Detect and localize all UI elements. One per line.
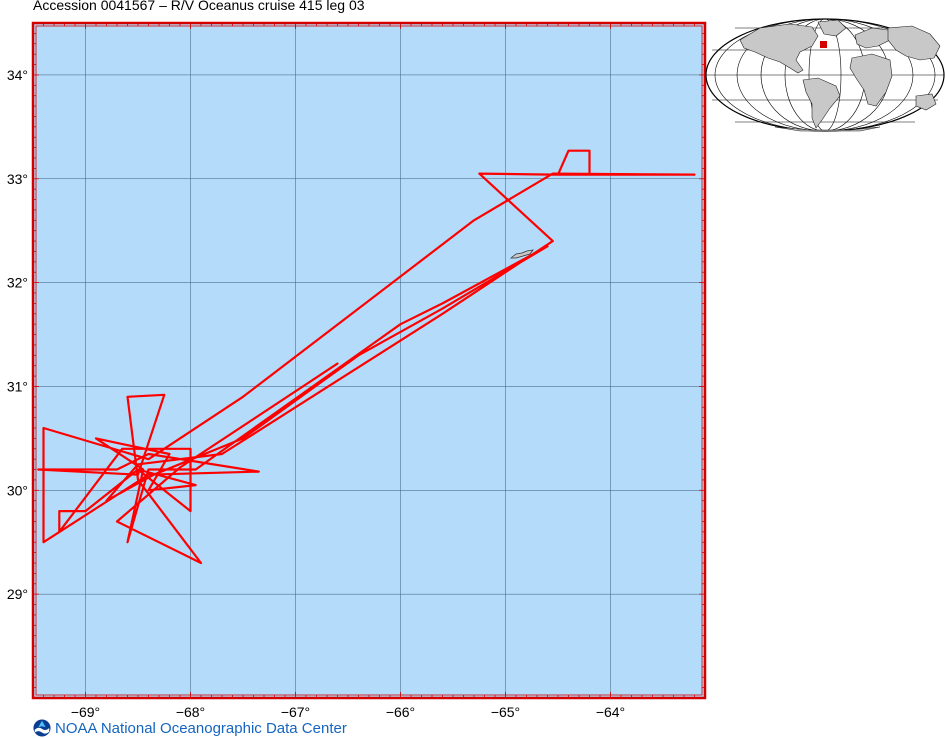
cruise-track (37, 149, 696, 565)
inset-land (739, 19, 941, 132)
credit-line: NOAA National Oceanographic Data Center (33, 719, 347, 737)
longitude-tick-label: −67° (281, 704, 310, 720)
credit-text: NOAA National Oceanographic Data Center (55, 719, 347, 737)
inset-cruise-marker (820, 41, 827, 48)
longitude-tick-label: −65° (491, 704, 520, 720)
latitude-tick-label: 29° (7, 586, 28, 602)
latitude-tick-label: 30° (7, 482, 28, 498)
latitude-tick-label: 34° (7, 67, 28, 83)
world-inset (705, 18, 945, 132)
bermuda-island (509, 249, 534, 259)
longitude-tick-label: −66° (386, 704, 415, 720)
map-title: Accession 0041567 – R/V Oceanus cruise 4… (33, 0, 365, 13)
noaa-logo-icon (33, 719, 51, 737)
latitude-labels: 29° 30° 31° 32° 33° 34° (7, 67, 28, 602)
latitude-tick-label: 32° (7, 275, 28, 291)
latitude-tick-label: 33° (7, 171, 28, 187)
latitude-tick-label: 31° (7, 378, 28, 394)
longitude-tick-label: −64° (596, 704, 625, 720)
graticule (33, 23, 705, 698)
longitude-labels: −69° −68° −67° −66° −65° −64° (71, 704, 625, 720)
longitude-tick-label: −68° (176, 704, 205, 720)
longitude-tick-label: −69° (71, 704, 100, 720)
cruise-track-layer (37, 149, 696, 565)
frame-ticks (32, 22, 706, 699)
